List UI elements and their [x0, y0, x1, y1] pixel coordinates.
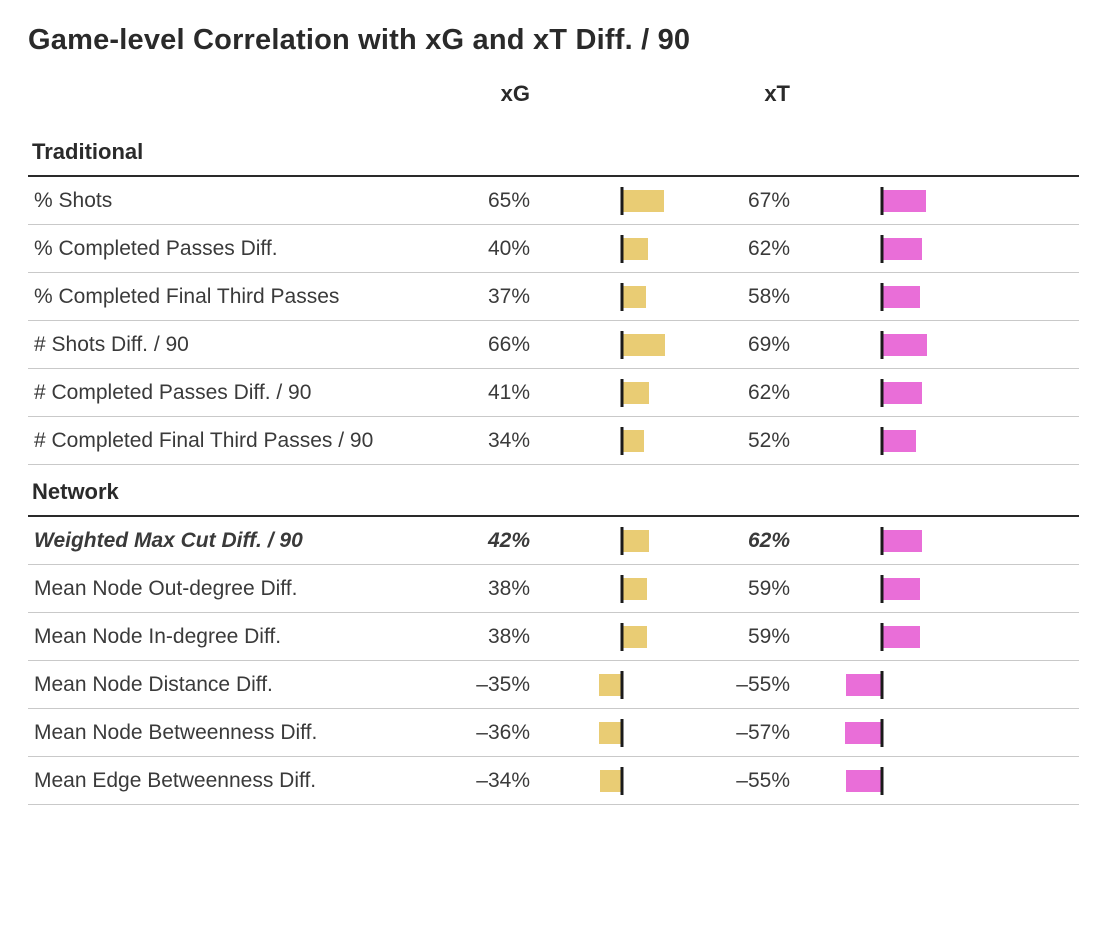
table-row: # Shots Diff. / 9066% 69% [28, 321, 1079, 369]
section-label: Traditional [28, 125, 1079, 175]
xt-value: –55% [698, 769, 798, 793]
sparkline-bar [816, 527, 948, 555]
sparkline-bar [556, 427, 688, 455]
section-label: Network [28, 465, 1079, 515]
sparkline-bar [816, 623, 948, 651]
xt-value: 62% [698, 381, 798, 405]
xt-value: 59% [698, 577, 798, 601]
xg-value: 66% [438, 333, 538, 357]
xt-value: 58% [698, 285, 798, 309]
sparkline-bar [556, 719, 688, 747]
sparkline-bar [556, 623, 688, 651]
metric-label: # Completed Passes Diff. / 90 [28, 381, 438, 405]
xt-value: 59% [698, 625, 798, 649]
sparkline-bar [816, 187, 948, 215]
column-header-row: xG xT [28, 75, 1079, 125]
xt-value: –57% [698, 721, 798, 745]
metric-label: # Completed Final Third Passes / 90 [28, 429, 438, 453]
sparkline-bar [556, 187, 688, 215]
xg-value: –36% [438, 721, 538, 745]
sparkline-bar [816, 283, 948, 311]
xt-value: 62% [698, 237, 798, 261]
xt-value: 52% [698, 429, 798, 453]
table-row: Mean Node Betweenness Diff.–36% –57% [28, 709, 1079, 757]
xg-value: 40% [438, 237, 538, 261]
column-header-xg: xG [438, 81, 538, 107]
table-row: Mean Node In-degree Diff.38% 59% [28, 613, 1079, 661]
xg-value: 65% [438, 189, 538, 213]
sparkline-bar [816, 767, 948, 795]
metric-label: Mean Edge Betweenness Diff. [28, 769, 438, 793]
metric-label: Mean Node Betweenness Diff. [28, 721, 438, 745]
sparkline-bar [816, 331, 948, 359]
sparkline-bar [816, 575, 948, 603]
metric-label: Mean Node Out-degree Diff. [28, 577, 438, 601]
sparkline-bar [556, 575, 688, 603]
sparkline-bar [556, 331, 688, 359]
xg-value: 38% [438, 577, 538, 601]
sparkline-bar [816, 235, 948, 263]
table-row: Mean Node Distance Diff.–35% –55% [28, 661, 1079, 709]
table-row: # Completed Passes Diff. / 9041% 62% [28, 369, 1079, 417]
sparkline-bar [816, 719, 948, 747]
metric-label: % Completed Passes Diff. [28, 237, 438, 261]
table-row: Mean Node Out-degree Diff.38% 59% [28, 565, 1079, 613]
xg-value: 41% [438, 381, 538, 405]
sparkline-bar [556, 379, 688, 407]
sparkline-bar [556, 527, 688, 555]
sparkline-bar [816, 671, 948, 699]
section: % Shots65% 67% % Completed Passes Diff.40%… [28, 175, 1079, 465]
xg-value: 34% [438, 429, 538, 453]
sparkline-bar [816, 427, 948, 455]
metric-label: Mean Node Distance Diff. [28, 673, 438, 697]
metric-label: # Shots Diff. / 90 [28, 333, 438, 357]
sparkline-bar [816, 379, 948, 407]
metric-label: Mean Node In-degree Diff. [28, 625, 438, 649]
xg-value: 37% [438, 285, 538, 309]
xt-value: 69% [698, 333, 798, 357]
table-row: Weighted Max Cut Diff. / 9042% 62% [28, 517, 1079, 565]
metric-label: % Shots [28, 189, 438, 213]
table-row: % Completed Final Third Passes37% 58% [28, 273, 1079, 321]
table-row: % Completed Passes Diff.40% 62% [28, 225, 1079, 273]
column-header-xt: xT [698, 81, 798, 107]
sparkline-bar [556, 767, 688, 795]
metric-label: Weighted Max Cut Diff. / 90 [28, 529, 438, 553]
xg-value: –35% [438, 673, 538, 697]
table-row: % Shots65% 67% [28, 177, 1079, 225]
xt-value: 67% [698, 189, 798, 213]
xg-value: 42% [438, 529, 538, 553]
xt-value: 62% [698, 529, 798, 553]
metric-label: % Completed Final Third Passes [28, 285, 438, 309]
section: Weighted Max Cut Diff. / 9042% 62% Mean No… [28, 515, 1079, 805]
xg-value: –34% [438, 769, 538, 793]
xg-value: 38% [438, 625, 538, 649]
table-row: # Completed Final Third Passes / 9034% 52… [28, 417, 1079, 465]
sparkline-bar [556, 671, 688, 699]
page-title: Game-level Correlation with xG and xT Di… [28, 24, 1079, 57]
table-row: Mean Edge Betweenness Diff.–34% –55% [28, 757, 1079, 805]
sparkline-bar [556, 235, 688, 263]
sparkline-bar [556, 283, 688, 311]
xt-value: –55% [698, 673, 798, 697]
